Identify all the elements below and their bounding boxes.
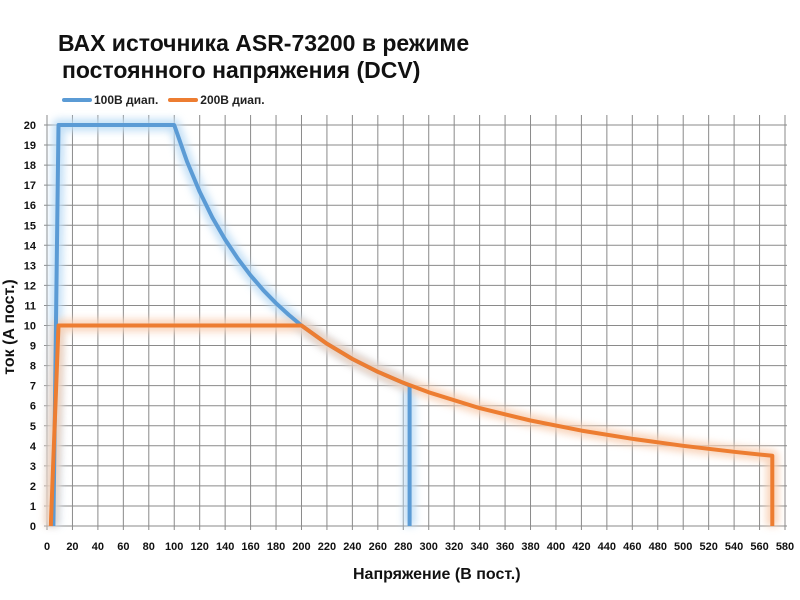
series-lines bbox=[44, 119, 779, 527]
x-tick-label: 540 bbox=[725, 541, 743, 553]
legend-item-200v: 200В диап. bbox=[168, 93, 265, 107]
legend: 100В диап. 200В диап. bbox=[62, 93, 275, 107]
y-tick-label: 6 bbox=[30, 401, 36, 413]
chart-title-line-1: ВАХ источника ASR-73200 в режиме bbox=[58, 30, 470, 56]
y-tick-label: 0 bbox=[30, 521, 36, 533]
y-tick-label: 4 bbox=[30, 441, 37, 453]
x-tick-label: 360 bbox=[496, 541, 514, 553]
y-tick-label: 9 bbox=[30, 341, 36, 353]
y-tick-label: 14 bbox=[24, 240, 37, 252]
chart-title: ВАХ источника ASR-73200 в режиме постоян… bbox=[58, 30, 469, 84]
x-axis-label: Напряжение (В пост.) bbox=[353, 566, 521, 583]
x-tick-label: 320 bbox=[445, 541, 463, 553]
y-tick-label: 12 bbox=[24, 280, 36, 292]
x-tick-label: 460 bbox=[623, 541, 641, 553]
y-axis-label: ток (А пост.) bbox=[1, 279, 18, 375]
legend-swatch-100v bbox=[62, 98, 92, 102]
y-tick-label: 5 bbox=[30, 421, 36, 433]
legend-label-100v: 100В диап. bbox=[94, 93, 159, 107]
x-tick-label: 240 bbox=[343, 541, 361, 553]
y-tick-label: 10 bbox=[24, 321, 36, 333]
y-tick-label: 13 bbox=[24, 260, 36, 272]
x-tick-label: 260 bbox=[369, 541, 387, 553]
x-tick-label: 560 bbox=[750, 541, 768, 553]
x-tick-label: 200 bbox=[292, 541, 310, 553]
x-tick-label: 20 bbox=[66, 541, 78, 553]
legend-swatch-200v bbox=[168, 98, 199, 102]
y-tick-label: 1 bbox=[30, 501, 36, 513]
x-tick-label: 400 bbox=[547, 541, 565, 553]
x-tick-label: 0 bbox=[44, 541, 50, 553]
y-tick-label: 15 bbox=[24, 220, 36, 232]
x-tick-label: 480 bbox=[649, 541, 667, 553]
y-tick-label: 7 bbox=[30, 381, 36, 393]
y-tick-label: 2 bbox=[30, 481, 36, 493]
x-tick-label: 120 bbox=[191, 541, 209, 553]
x-tick-label: 520 bbox=[699, 541, 717, 553]
y-tick-label: 11 bbox=[24, 300, 36, 312]
x-tick-label: 40 bbox=[92, 541, 104, 553]
y-tick-label: 3 bbox=[30, 461, 36, 473]
y-tick-label: 20 bbox=[24, 120, 36, 132]
x-tick-label: 80 bbox=[143, 541, 155, 553]
legend-label-200v: 200В диап. bbox=[200, 93, 265, 107]
x-tick-label: 420 bbox=[572, 541, 590, 553]
x-tick-label: 580 bbox=[776, 541, 794, 553]
x-tick-label: 100 bbox=[165, 541, 183, 553]
x-tick-label: 60 bbox=[117, 541, 129, 553]
tick-labels: 0 20 40 60 80 100 120 140 160 180 200 220 240 260 280 3… bbox=[24, 120, 794, 553]
legend-item-100v: 100В диап. bbox=[62, 93, 158, 107]
x-tick-label: 440 bbox=[598, 541, 616, 553]
y-tick-label: 16 bbox=[24, 200, 36, 212]
x-tick-label: 220 bbox=[318, 541, 336, 553]
x-tick-label: 280 bbox=[394, 541, 412, 553]
y-tick-label: 17 bbox=[24, 180, 36, 192]
chart-title-line-2: постоянного напряжения (DCV) bbox=[62, 57, 421, 83]
x-tick-label: 380 bbox=[521, 541, 539, 553]
x-tick-label: 140 bbox=[216, 541, 234, 553]
series-line-200v bbox=[48, 323, 775, 527]
x-tick-label: 500 bbox=[674, 541, 692, 553]
y-tick-label: 18 bbox=[24, 160, 36, 172]
x-tick-label: 160 bbox=[241, 541, 259, 553]
x-tick-label: 340 bbox=[470, 541, 488, 553]
x-tick-label: 300 bbox=[420, 541, 438, 553]
x-tick-label: 180 bbox=[267, 541, 285, 553]
y-tick-label: 8 bbox=[30, 361, 36, 373]
y-tick-label: 19 bbox=[24, 140, 36, 152]
